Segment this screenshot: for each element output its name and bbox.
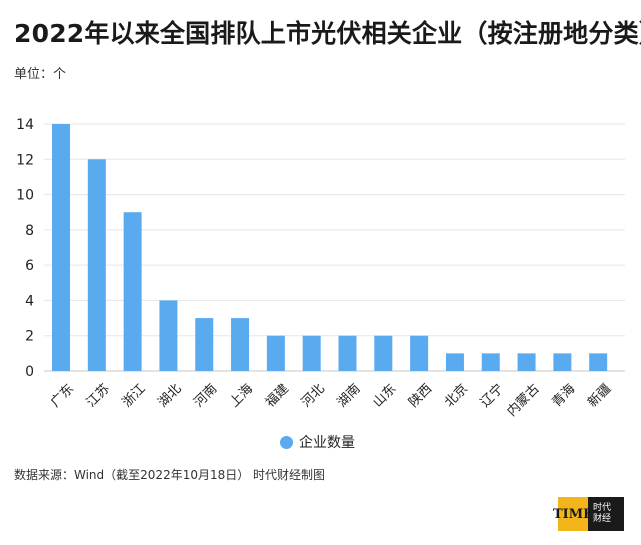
legend-swatch [280, 435, 293, 449]
x-tick-label: 青海 [549, 381, 578, 410]
bar-新疆 [589, 353, 608, 371]
y-tick-label: 2 [25, 329, 34, 345]
bar-广东 [52, 124, 70, 371]
bar-河北 [302, 335, 321, 371]
time-finance-logo: TIME 时代财经 [553, 497, 624, 531]
x-tick-label: 福建 [263, 381, 292, 410]
y-tick-label: 14 [16, 117, 34, 133]
chart-title: 2022年以来全国排队上市光伏相关企业（按注册地分类） [14, 19, 641, 48]
x-tick-label: 湖南 [334, 381, 364, 411]
bar-山东 [374, 335, 393, 371]
y-tick-label: 8 [25, 223, 34, 239]
x-tick-label: 辽宁 [477, 381, 507, 411]
bar-湖南 [338, 335, 357, 371]
x-tick-label: 江苏 [83, 381, 113, 411]
legend: 企业数量 [280, 432, 355, 452]
bar-湖北 [159, 300, 178, 371]
bar-浙江 [123, 212, 142, 371]
x-tick-label: 上海 [227, 381, 256, 410]
bar-福建 [266, 335, 285, 371]
bar-江苏 [87, 159, 106, 371]
y-tick-label: 0 [25, 364, 34, 380]
unit-label: 单位：个 [14, 67, 67, 82]
source-note: 数据来源：Wind（截至2022年10月18日） 时代财经制图 [14, 468, 326, 482]
logo-cn-text: 时代财经 [593, 503, 612, 524]
x-tick-label: 新疆 [585, 381, 615, 411]
x-tick-label: 陕西 [406, 381, 435, 410]
logo-time-mark: TIME [553, 497, 593, 531]
bar-上海 [231, 318, 250, 371]
bar-陕西 [410, 335, 429, 371]
bars [52, 124, 608, 371]
x-tick-label: 河北 [299, 381, 328, 410]
bar-河南 [195, 318, 214, 371]
x-tick-label: 山东 [370, 381, 399, 410]
y-axis-ticks: 0 2 4 6 8 10 12 14 [16, 117, 34, 380]
bar-北京 [445, 353, 464, 371]
bar-青海 [553, 353, 572, 371]
y-tick-label: 10 [16, 188, 34, 204]
y-tick-label: 4 [25, 293, 34, 309]
x-tick-label: 广东 [48, 381, 77, 410]
y-tick-label: 12 [16, 152, 34, 168]
x-tick-label: 浙江 [120, 381, 149, 410]
x-tick-label: 河南 [191, 381, 221, 411]
y-tick-label: 6 [25, 258, 34, 274]
x-tick-label: 北京 [442, 381, 471, 410]
bar-辽宁 [481, 353, 500, 371]
legend-label: 企业数量 [299, 435, 355, 451]
x-tick-label: 湖北 [155, 381, 184, 410]
x-tick-label: 内蒙古 [504, 381, 543, 420]
bar-内蒙古 [517, 353, 536, 371]
